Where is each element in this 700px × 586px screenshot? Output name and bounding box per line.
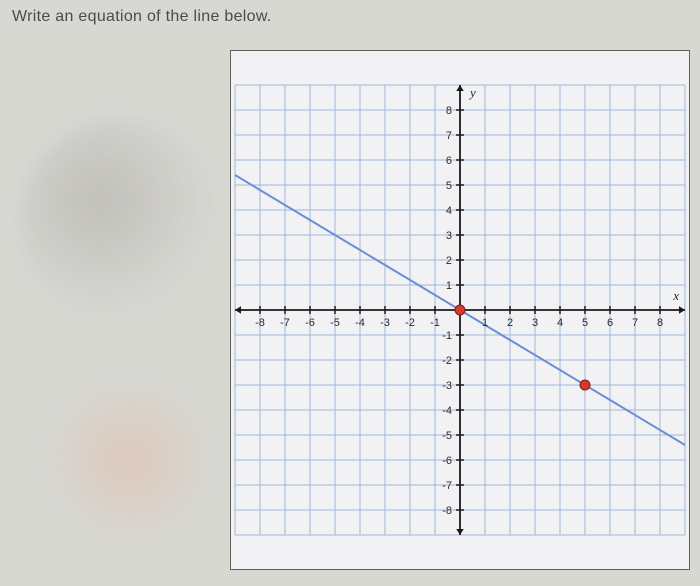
svg-text:-7: -7: [442, 480, 452, 492]
svg-text:-6: -6: [442, 455, 452, 467]
svg-text:2: 2: [446, 255, 452, 267]
svg-text:-4: -4: [355, 317, 365, 329]
svg-text:7: 7: [632, 317, 638, 329]
svg-text:y: y: [468, 85, 476, 100]
svg-text:1: 1: [482, 317, 488, 329]
svg-text:5: 5: [446, 180, 452, 192]
svg-text:-3: -3: [380, 317, 390, 329]
svg-text:-7: -7: [280, 317, 290, 329]
photo-shadow-smudge: [20, 120, 220, 320]
svg-text:2: 2: [507, 317, 513, 329]
svg-text:x: x: [672, 288, 679, 303]
svg-text:-8: -8: [255, 317, 265, 329]
svg-text:-8: -8: [442, 505, 452, 517]
svg-text:4: 4: [446, 205, 452, 217]
svg-text:1: 1: [446, 280, 452, 292]
svg-text:8: 8: [446, 105, 452, 117]
svg-text:3: 3: [532, 317, 538, 329]
svg-text:4: 4: [557, 317, 563, 329]
svg-text:5: 5: [582, 317, 588, 329]
svg-text:6: 6: [446, 155, 452, 167]
coordinate-plane-chart: -8 -7 -6 -5 -4 -3 -2 -1 1 2 3 4 5 6 7 8 8 7 6 5 4 3 2 1 -1 -2 -3 -4…: [230, 50, 690, 580]
svg-text:-1: -1: [442, 330, 452, 342]
chart-svg: -8 -7 -6 -5 -4 -3 -2 -1 1 2 3 4 5 6 7 8 8 7 6 5 4 3 2 1 -1 -2 -3 -4…: [230, 50, 690, 570]
svg-text:-6: -6: [305, 317, 315, 329]
svg-text:-2: -2: [405, 317, 415, 329]
svg-text:-1: -1: [430, 317, 440, 329]
photo-highlight-smudge: [40, 380, 220, 540]
question-prompt: Write an equation of the line below.: [12, 8, 272, 26]
svg-text:-4: -4: [442, 405, 452, 417]
svg-text:3: 3: [446, 230, 452, 242]
svg-text:8: 8: [657, 317, 663, 329]
svg-text:-5: -5: [442, 430, 452, 442]
svg-text:-5: -5: [330, 317, 340, 329]
svg-text:6: 6: [607, 317, 613, 329]
svg-text:-3: -3: [442, 380, 452, 392]
svg-text:7: 7: [446, 130, 452, 142]
svg-text:-2: -2: [442, 355, 452, 367]
